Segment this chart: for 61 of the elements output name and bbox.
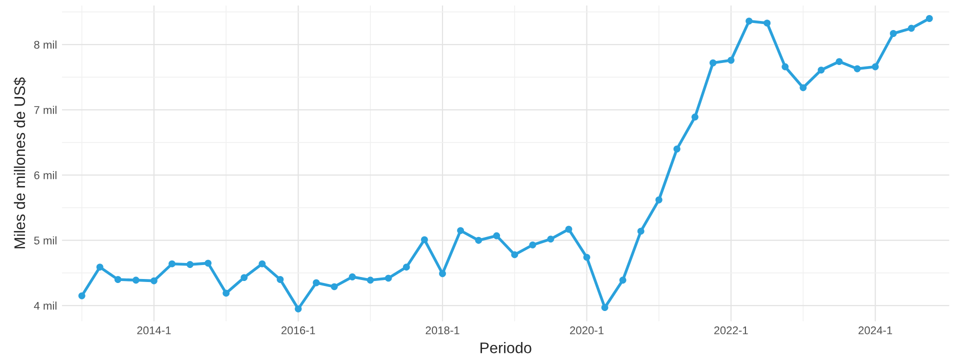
point bbox=[330, 283, 338, 290]
point bbox=[746, 18, 753, 25]
y-tick-label: 8 mil bbox=[34, 40, 56, 49]
point bbox=[240, 274, 248, 282]
point bbox=[402, 264, 410, 271]
point bbox=[710, 59, 716, 66]
point bbox=[728, 56, 735, 64]
point bbox=[782, 63, 789, 70]
point bbox=[836, 58, 843, 66]
point bbox=[854, 65, 861, 72]
point bbox=[457, 227, 464, 234]
point bbox=[186, 261, 194, 268]
point bbox=[583, 254, 590, 261]
point bbox=[655, 196, 662, 204]
x-axis-title: Periodo bbox=[480, 342, 532, 354]
point bbox=[800, 84, 807, 92]
point bbox=[926, 15, 933, 22]
point bbox=[529, 241, 536, 248]
point bbox=[890, 30, 897, 37]
point bbox=[150, 277, 158, 284]
x-tick-label: 2014-1 bbox=[137, 326, 171, 334]
point bbox=[78, 292, 86, 300]
y-tick-label: 7 mil bbox=[34, 106, 56, 114]
point bbox=[96, 264, 104, 271]
point bbox=[204, 260, 212, 267]
point bbox=[872, 63, 879, 70]
y-tick-label: 4 mil bbox=[34, 302, 56, 310]
point bbox=[132, 276, 140, 284]
x-tick-label: 2024-1 bbox=[858, 326, 892, 334]
point bbox=[258, 260, 266, 268]
x-tick-label: 2022-1 bbox=[714, 326, 748, 334]
y-axis-title: Miles de millones de US$ bbox=[14, 77, 26, 248]
point bbox=[168, 260, 176, 268]
point bbox=[475, 236, 482, 244]
point bbox=[764, 20, 771, 27]
y-tick-label: 5 mil bbox=[34, 236, 56, 244]
point bbox=[366, 276, 374, 284]
point bbox=[348, 273, 356, 280]
point bbox=[908, 24, 915, 32]
point bbox=[673, 146, 680, 152]
point bbox=[114, 276, 122, 283]
point bbox=[619, 276, 626, 284]
point bbox=[547, 236, 554, 243]
point bbox=[818, 66, 825, 74]
point bbox=[601, 304, 608, 312]
point bbox=[294, 305, 302, 312]
y-tick-label: 6 mil bbox=[34, 171, 56, 180]
point bbox=[421, 236, 428, 244]
x-tick-label: 2018-1 bbox=[426, 326, 460, 334]
point bbox=[691, 114, 698, 120]
point bbox=[511, 251, 518, 258]
point bbox=[439, 270, 446, 278]
x-tick-label: 2020-1 bbox=[570, 326, 604, 334]
point bbox=[312, 279, 320, 286]
point bbox=[222, 290, 230, 297]
point bbox=[384, 274, 392, 282]
point bbox=[565, 226, 572, 233]
x-tick-label: 2016-1 bbox=[282, 326, 315, 334]
point bbox=[276, 276, 284, 283]
point bbox=[493, 232, 500, 240]
point bbox=[637, 228, 644, 235]
